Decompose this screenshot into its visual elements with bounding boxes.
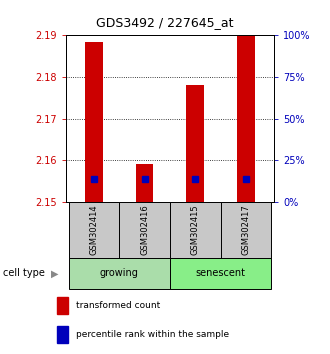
- Bar: [57, 326, 68, 343]
- Bar: [186, 85, 204, 202]
- Text: GSM302414: GSM302414: [89, 205, 98, 256]
- Bar: [57, 297, 68, 314]
- Text: percentile rank within the sample: percentile rank within the sample: [76, 330, 229, 339]
- Text: senescent: senescent: [196, 268, 246, 279]
- Bar: [221, 202, 271, 258]
- Text: ▶: ▶: [51, 268, 59, 279]
- Bar: [69, 202, 119, 258]
- Bar: [237, 35, 255, 202]
- Bar: [136, 164, 153, 202]
- Text: transformed count: transformed count: [76, 301, 160, 310]
- Bar: [85, 42, 103, 202]
- Bar: [170, 258, 271, 289]
- Text: GSM302416: GSM302416: [140, 205, 149, 256]
- Text: cell type: cell type: [3, 268, 45, 279]
- Bar: [170, 202, 221, 258]
- Bar: [69, 258, 170, 289]
- Text: growing: growing: [100, 268, 139, 279]
- Text: GDS3492 / 227645_at: GDS3492 / 227645_at: [96, 16, 234, 29]
- Text: GSM302417: GSM302417: [242, 205, 250, 256]
- Bar: [119, 202, 170, 258]
- Text: GSM302415: GSM302415: [191, 205, 200, 256]
